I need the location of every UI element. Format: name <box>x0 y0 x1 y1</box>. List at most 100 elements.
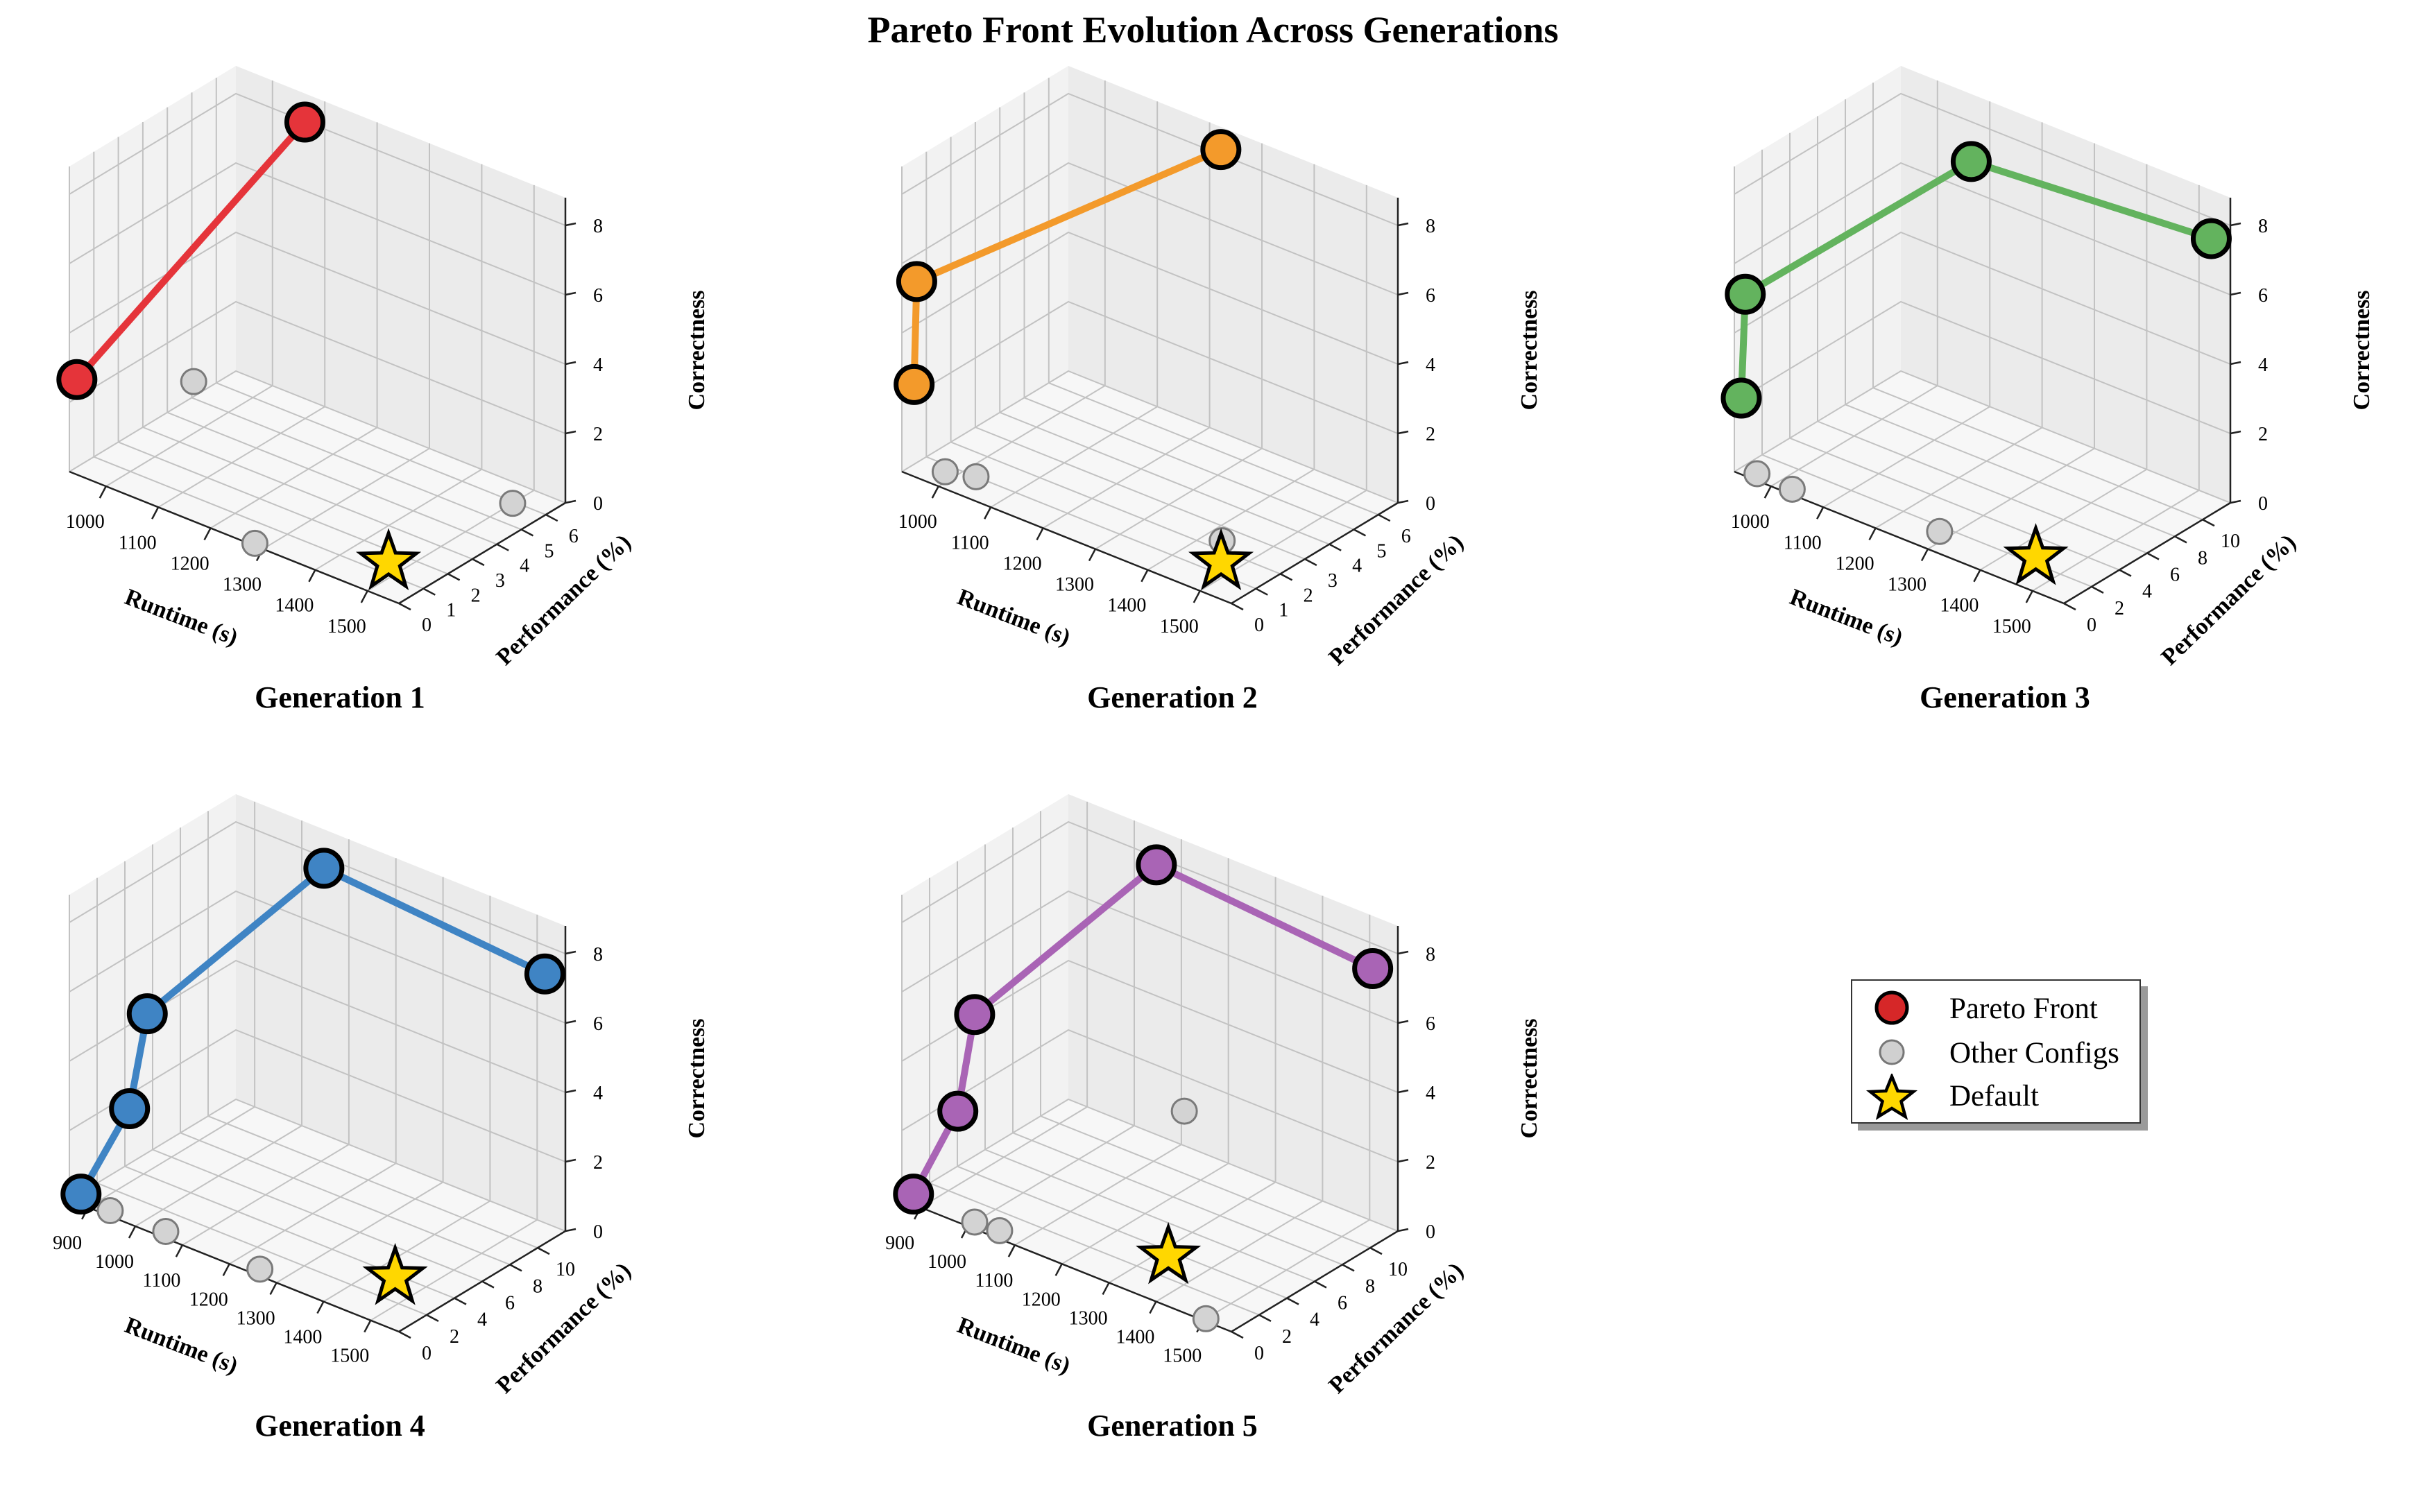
x-tick-label: 1100 <box>1784 532 1822 553</box>
x-tick-label: 1300 <box>237 1307 275 1329</box>
x-tick-label: 1100 <box>142 1270 180 1291</box>
y-tick-label: 1 <box>1279 600 1288 621</box>
legend-other-marker-icon <box>1879 1039 1905 1065</box>
x-tick <box>128 1226 137 1239</box>
axis-lines <box>901 198 1399 605</box>
pareto-front-point <box>284 101 325 143</box>
z-axis-label: Correctness <box>2349 290 2375 410</box>
z-gridline <box>69 231 566 365</box>
z-tick <box>565 361 576 366</box>
y-tick <box>2119 569 2132 577</box>
z-tick-label: 0 <box>593 493 603 515</box>
y-tick <box>1231 1330 1244 1339</box>
x-tick-label: 1400 <box>1107 595 1146 617</box>
z-tick-label: 6 <box>1426 285 1435 307</box>
y-tick <box>398 602 411 611</box>
z-gridline <box>69 370 566 504</box>
y-tick-label: 10 <box>2221 531 2240 552</box>
z-tick-label: 6 <box>593 1013 603 1035</box>
z-gridline <box>69 959 566 1093</box>
z-gridline <box>1734 231 2231 365</box>
x-tick-label: 1000 <box>898 511 937 533</box>
x-tick <box>1973 569 1981 583</box>
other-config-point <box>152 1218 180 1246</box>
legend-item-other-configs: Other Configs <box>1852 1031 2142 1074</box>
y-tick-label: 2 <box>2115 598 2124 619</box>
y-tick <box>426 1314 439 1322</box>
y-tick-label: 3 <box>1328 570 1338 592</box>
x-tick-label: 1000 <box>66 511 105 533</box>
z-tick <box>2230 499 2241 504</box>
z-tick-label: 2 <box>593 424 603 445</box>
z-tick-label: 2 <box>1426 1152 1435 1174</box>
figure: Pareto Front Evolution Across Generation… <box>53 9 2426 1443</box>
y-tick <box>1304 558 1317 567</box>
y-tick-label: 6 <box>505 1293 515 1314</box>
legend-pareto-marker-icon <box>1874 990 1909 1025</box>
y-tick-label: 0 <box>1254 1343 1264 1364</box>
x-tick <box>984 506 992 519</box>
legend-item-default: Default <box>1852 1074 2142 1120</box>
side-pane <box>902 66 1068 472</box>
x-tick-label: 1500 <box>1163 1346 1202 1367</box>
y-tick-label: 3 <box>495 570 505 592</box>
z-tick <box>565 1020 576 1024</box>
y-tick-label: 6 <box>569 526 579 547</box>
default-config-star <box>355 528 422 590</box>
z-tick <box>1397 1089 1409 1094</box>
y-tick <box>422 587 436 596</box>
z-tick <box>1397 1228 1409 1232</box>
z-gridline <box>901 92 1399 226</box>
y-tick-label: 8 <box>533 1275 543 1297</box>
z-axis-label: Correctness <box>1517 1018 1542 1138</box>
x-tick-label: 1100 <box>119 532 157 553</box>
z-gridline <box>1734 370 2231 504</box>
z-gridline <box>69 1098 566 1232</box>
z-tick <box>1397 1020 1409 1024</box>
z-tick <box>565 950 576 955</box>
y-tick-label: 6 <box>1338 1293 1347 1314</box>
y-tick-label: 5 <box>544 540 554 562</box>
x-axis-line <box>901 470 1232 605</box>
x-tick-label: 1300 <box>1069 1307 1108 1329</box>
other-config-point <box>962 463 990 490</box>
z-tick-label: 6 <box>593 285 603 307</box>
x-tick <box>269 1282 277 1296</box>
other-config-point <box>1926 517 1954 545</box>
pareto-front-point <box>56 359 98 400</box>
y-tick-label: 6 <box>2170 565 2180 586</box>
pareto-front-point <box>2190 218 2232 259</box>
x-tick-label: 1200 <box>1003 553 1042 574</box>
z-tick-label: 0 <box>2258 493 2268 515</box>
legend-label: Other Configs <box>1949 1037 2119 1069</box>
z-tick <box>1397 291 1409 296</box>
pareto-front-point <box>893 1174 934 1215</box>
z-tick <box>2230 222 2241 227</box>
pareto-front-point <box>303 848 345 889</box>
legend-item-pareto-front: Pareto Front <box>1852 986 2142 1029</box>
y-tick <box>481 1280 495 1289</box>
other-config-point <box>241 529 268 557</box>
z-tick-label: 8 <box>593 944 603 965</box>
z-tick <box>1397 361 1409 366</box>
legend: Pareto Front Other Configs Default <box>1851 979 2141 1124</box>
other-configs-series <box>96 1197 274 1283</box>
y-tick-label: 10 <box>556 1259 575 1280</box>
y-tick-label: 1 <box>446 600 456 621</box>
y-tick <box>1329 543 1342 551</box>
x-tick <box>364 1320 372 1333</box>
subplot-title: Generation 5 <box>1087 1409 1258 1443</box>
y-tick <box>2202 519 2215 527</box>
subplot-title: Generation 3 <box>1920 680 2090 714</box>
other-configs-series <box>180 368 527 557</box>
subplot-generation-3: 1000 1100 1200 1300 1400 1500 0 2 4 6 8 10 0 2 4 6 8 Runt… <box>1672 49 2426 784</box>
y-tick-label: 0 <box>1254 615 1264 636</box>
x-tick <box>360 590 368 603</box>
z-axis-label: Correctness <box>684 290 710 410</box>
x-tick <box>2025 590 2033 603</box>
y-tick <box>545 513 558 522</box>
pareto-front-point <box>1720 377 1762 419</box>
gridlines <box>69 801 566 1332</box>
